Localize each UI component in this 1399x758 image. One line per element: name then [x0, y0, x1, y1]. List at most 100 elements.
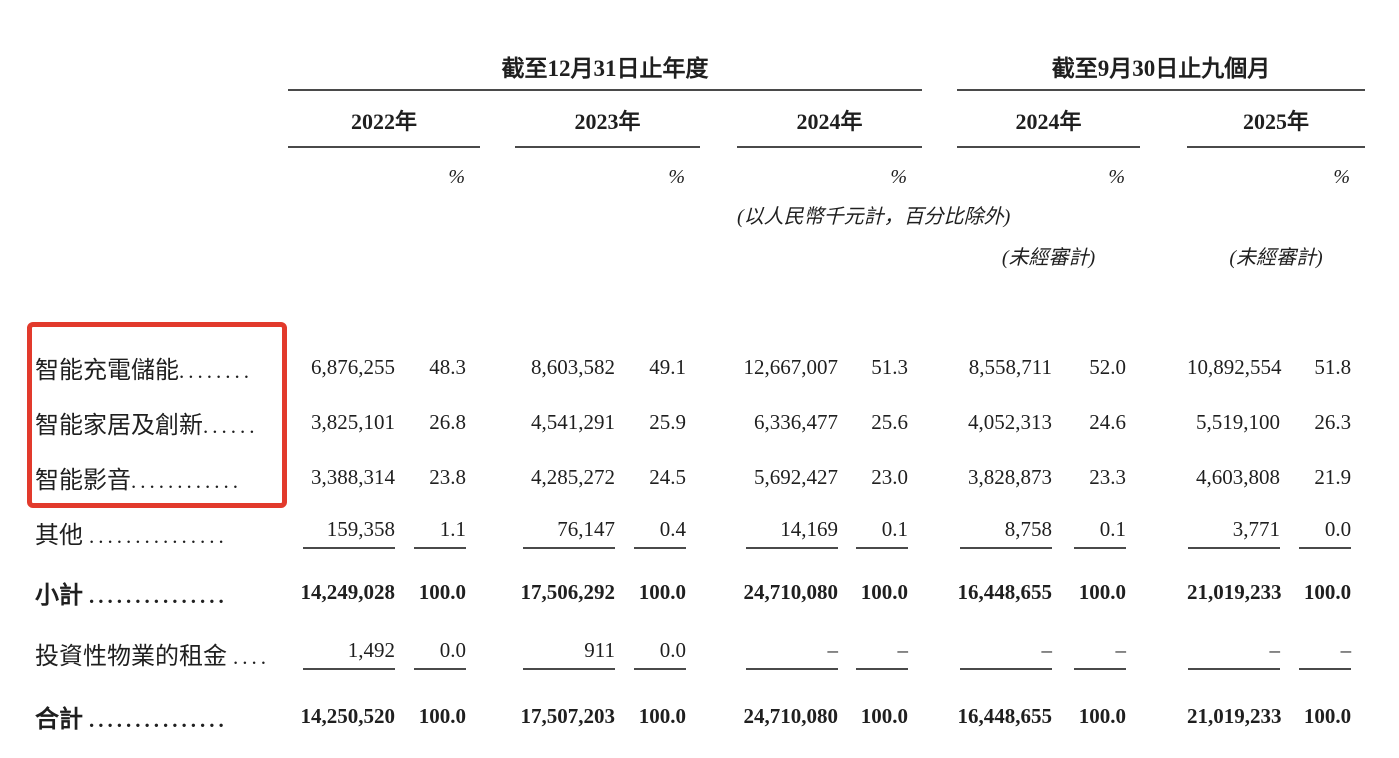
value-cell: 24,710,080 — [743, 580, 839, 604]
group-header-row: 截至12月31日止年度 截至9月30日止九個月 — [35, 48, 1366, 91]
value-cell: 14,249,028 — [300, 580, 396, 604]
value-cell: 3,825,101 — [311, 410, 395, 434]
percent-cell: 100.0 — [1303, 703, 1352, 728]
row-smart-audio-video: 智能影音............ 3,388,314 23.8 4,285,27… — [35, 450, 1365, 505]
dot-leader: .... — [233, 645, 270, 669]
value-cell: – — [1187, 625, 1280, 682]
row-label: 智能充電儲能........ — [35, 358, 253, 384]
percent-cell: 51.3 — [871, 355, 908, 379]
year-header-2022: 2022年 — [288, 90, 480, 148]
percent-cell: 25.9 — [649, 410, 686, 434]
value-cell: 3,388,314 — [311, 465, 395, 489]
percent-cell: 0.0 — [395, 625, 480, 682]
unaudited-note-row: (未經審計) (未經審計) — [35, 235, 1365, 275]
percent-cell: 100.0 — [638, 580, 686, 604]
row-label: 其他 ............... — [35, 523, 228, 549]
percent-symbol: % — [448, 166, 465, 188]
percent-cell: 52.0 — [1089, 355, 1126, 379]
year-header-2024-9m: 2024年 — [957, 90, 1140, 148]
percent-symbol: % — [1333, 166, 1351, 188]
percent-cell: 24.6 — [1089, 410, 1126, 434]
percent-cell: 23.8 — [429, 465, 466, 489]
value-cell: 16,448,655 — [957, 703, 1053, 728]
dot-leader: ............ — [131, 469, 242, 493]
value-cell: 17,506,292 — [520, 580, 616, 604]
value-cell: 8,558,711 — [968, 355, 1052, 379]
value-cell: 21,019,233 — [1187, 703, 1282, 728]
percent-cell: 0.1 — [838, 505, 922, 560]
percent-cell: – — [838, 625, 922, 682]
percent-cell: 0.0 — [1280, 505, 1365, 560]
dot-leader: ........ — [179, 359, 253, 383]
percent-cell: 0.0 — [615, 625, 700, 682]
percent-cell: 0.4 — [615, 505, 700, 560]
percent-symbol: % — [890, 166, 907, 188]
value-cell: 21,019,233 — [1187, 580, 1282, 604]
group-header-year-ended: 截至12月31日止年度 — [288, 48, 922, 91]
value-cell: 14,169 — [737, 505, 838, 560]
unit-note-row: (以人民幣千元計，百分比除外) — [35, 193, 1365, 235]
row-label: 合計 ............... — [35, 706, 228, 733]
revenue-breakdown-table: 截至12月31日止年度 截至9月30日止九個月 2022年 2023年 2024… — [35, 48, 1366, 750]
value-cell: 6,336,477 — [754, 410, 838, 434]
year-header-2025-9m: 2025年 — [1187, 90, 1366, 148]
dot-leader: ............... — [89, 707, 228, 732]
value-cell: 12,667,007 — [743, 355, 839, 379]
value-cell: – — [737, 625, 838, 682]
group-header-nine-months: 截至9月30日止九個月 — [957, 48, 1366, 91]
row-smart-charging-storage: 智能充電儲能........ 6,876,255 48.3 8,603,582 … — [35, 340, 1365, 395]
percent-header-row: % % % % % — [35, 147, 1365, 193]
value-cell: 4,603,808 — [1196, 465, 1280, 489]
percent-cell: 100.0 — [860, 580, 908, 604]
percent-cell: 48.3 — [429, 355, 466, 379]
percent-cell: 26.3 — [1314, 410, 1352, 434]
value-cell: – — [957, 625, 1052, 682]
percent-cell: 24.5 — [649, 465, 686, 489]
year-header-2024: 2024年 — [737, 90, 922, 148]
percent-cell: 100.0 — [1078, 580, 1126, 604]
percent-cell: 23.0 — [871, 465, 908, 489]
value-cell: 159,358 — [288, 505, 395, 560]
unit-note: (以人民幣千元計，百分比除外) — [737, 205, 1011, 228]
percent-cell: 0.1 — [1052, 505, 1140, 560]
percent-cell: 49.1 — [649, 355, 686, 379]
percent-cell: 25.6 — [871, 410, 908, 434]
percent-cell: 100.0 — [418, 703, 466, 728]
row-label: 智能家居及創新...... — [35, 413, 259, 439]
value-cell: 5,519,100 — [1196, 410, 1280, 434]
value-cell: 24,710,080 — [743, 703, 839, 728]
row-subtotal: 小計 ............... 14,249,028 100.0 17,5… — [35, 560, 1365, 625]
percent-cell: 100.0 — [860, 703, 908, 728]
value-cell: 16,448,655 — [957, 580, 1053, 604]
percent-cell: 26.8 — [429, 410, 466, 434]
year-header-2023: 2023年 — [515, 90, 700, 148]
row-label: 投資性物業的租金 .... — [35, 644, 270, 670]
unaudited-note: (未經審計) — [1001, 246, 1096, 269]
percent-cell: 23.3 — [1089, 465, 1126, 489]
row-label: 智能影音............ — [35, 468, 242, 494]
value-cell: 10,892,554 — [1187, 355, 1282, 379]
percent-cell: 21.9 — [1314, 465, 1352, 489]
value-cell: 8,603,582 — [531, 355, 615, 379]
value-cell: 6,876,255 — [311, 355, 395, 379]
value-cell: 4,541,291 — [531, 410, 615, 434]
row-others: 其他 ............... 159,358 1.1 76,147 0.… — [35, 505, 1365, 560]
dot-leader: ...... — [203, 414, 259, 438]
row-total: 合計 ............... 14,250,520 100.0 17,5… — [35, 682, 1365, 750]
percent-cell: 100.0 — [638, 703, 686, 728]
row-label: 小計 ............... — [35, 583, 228, 609]
unaudited-note: (未經審計) — [1229, 246, 1323, 269]
row-investment-property-rental: 投資性物業的租金 .... 1,492 0.0 911 0.0 – – – – … — [35, 625, 1365, 682]
percent-symbol: % — [1108, 166, 1125, 188]
value-cell: 911 — [515, 625, 615, 682]
percent-cell: 100.0 — [1303, 580, 1352, 604]
value-cell: 76,147 — [515, 505, 615, 560]
percent-cell: 100.0 — [1078, 703, 1126, 728]
row-smart-home-innovation: 智能家居及創新...... 3,825,101 26.8 4,541,291 2… — [35, 395, 1365, 450]
value-cell: 17,507,203 — [520, 703, 616, 728]
percent-cell: – — [1280, 625, 1365, 682]
value-cell: 4,285,272 — [531, 465, 615, 489]
value-cell: 8,758 — [957, 505, 1052, 560]
percent-cell: 1.1 — [395, 505, 480, 560]
value-cell: 5,692,427 — [754, 465, 838, 489]
